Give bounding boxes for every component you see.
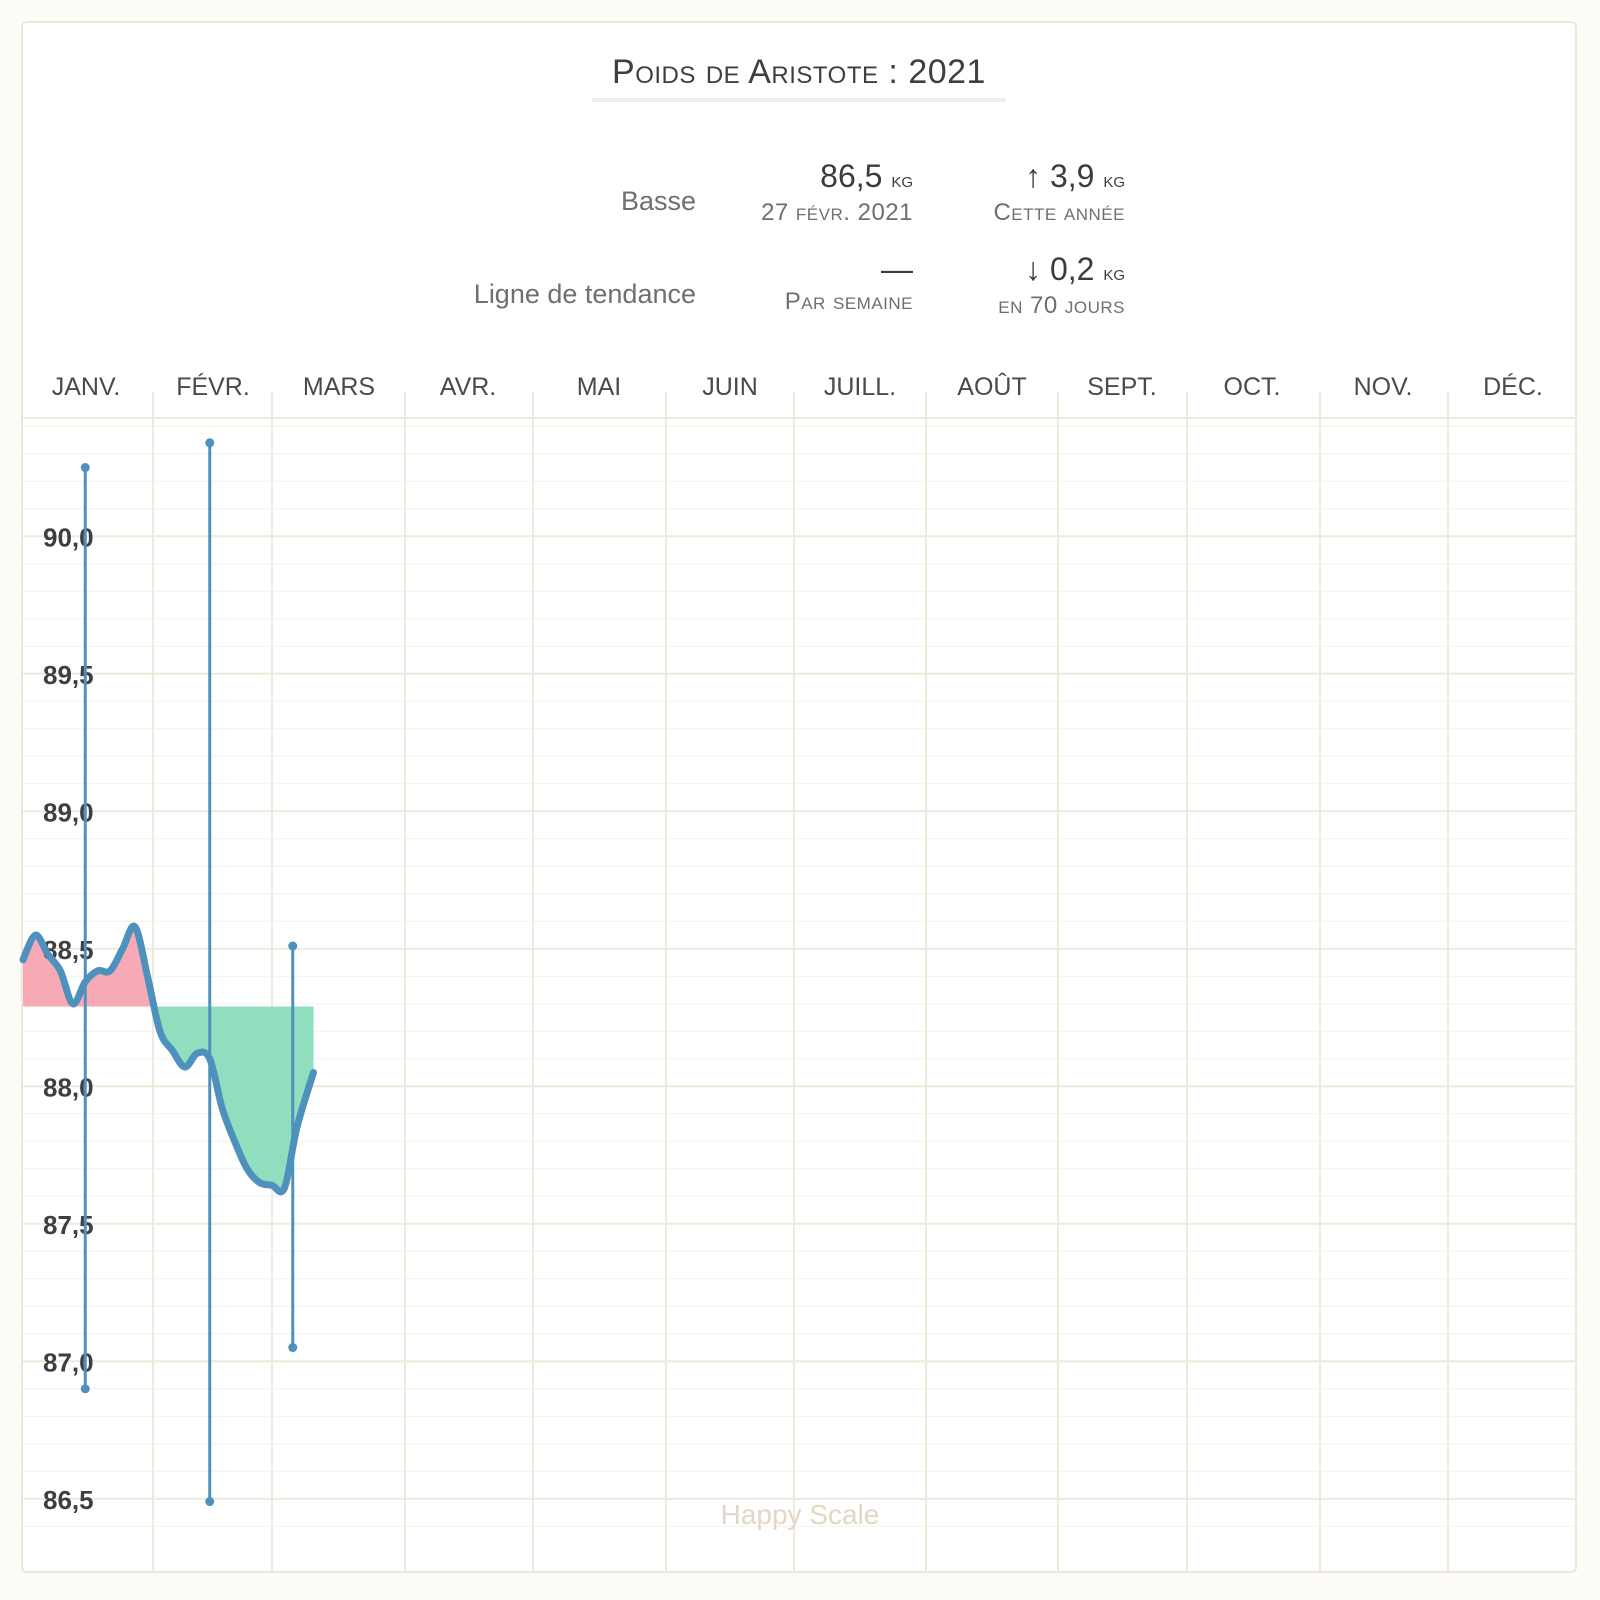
range-bar-min-dot bbox=[205, 1497, 215, 1507]
trend-line bbox=[19, 922, 317, 1196]
stat-row-trend: Ligne de tendance — Par semaine ↓ 0,2 kg… bbox=[23, 251, 1575, 331]
range-bar-max-dot bbox=[288, 941, 298, 951]
x-tick-label: MARS bbox=[303, 373, 375, 401]
range-bar-max-dot bbox=[205, 438, 215, 448]
x-tick-label: DÉC. bbox=[1483, 372, 1543, 401]
stat-low-unit: kg bbox=[891, 167, 913, 192]
stat-low-value: 86,5 bbox=[820, 158, 883, 194]
x-tick-label: FÉVR. bbox=[176, 372, 250, 401]
range-bar-max-dot bbox=[80, 463, 90, 473]
stat-year-change-caption: Cette année bbox=[993, 199, 1125, 226]
stat-year-change-unit: kg bbox=[1103, 167, 1125, 192]
range-bar-min-dot bbox=[80, 1384, 90, 1394]
range-bar-min-dot bbox=[288, 1343, 298, 1353]
stat-label-trend: Ligne de tendance bbox=[473, 279, 696, 309]
stat-row-low: Basse 86,5 kg 27 févr. 2021 ↑ 3,9 kg Cet… bbox=[23, 158, 1575, 238]
stat-weekly-caption: Par semaine bbox=[784, 288, 913, 315]
stat-year-change-value: ↑ 3,9 bbox=[1025, 158, 1095, 194]
x-tick-label: JUIN bbox=[702, 373, 758, 401]
stat-weekly-value: — bbox=[881, 251, 913, 287]
gain-area bbox=[23, 926, 154, 1007]
x-tick-label: NOV. bbox=[1354, 373, 1413, 401]
x-tick-label: JANV. bbox=[52, 373, 121, 401]
chart-title: Poids de Aristote : 2021 bbox=[23, 53, 1575, 102]
y-tick-label: 86,5 bbox=[43, 1485, 94, 1515]
stat-year-change-block: ↑ 3,9 kg Cette année bbox=[993, 158, 1125, 228]
loss-area bbox=[23, 1006, 314, 1192]
watermark: Happy Scale bbox=[721, 1499, 880, 1530]
stat-period-change-caption: en 70 jours bbox=[998, 292, 1125, 319]
x-tick-label: MAI bbox=[577, 373, 621, 401]
stat-period-change-block: ↓ 0,2 kg en 70 jours bbox=[998, 251, 1125, 321]
stat-period-change-value: ↓ 0,2 bbox=[1025, 251, 1095, 287]
chart-card: Poids de Aristote : 2021 Basse 86,5 kg 2… bbox=[21, 21, 1577, 1573]
stat-label-low: Basse bbox=[620, 186, 696, 216]
x-tick-label: JUILL. bbox=[824, 373, 896, 401]
stat-low-date: 27 févr. 2021 bbox=[761, 199, 913, 226]
stat-weekly-block: — Par semaine bbox=[785, 251, 913, 317]
x-tick-label: AOÛT bbox=[957, 372, 1026, 401]
x-tick-label: SEPT. bbox=[1087, 373, 1156, 401]
stat-low-value-block: 86,5 kg 27 févr. 2021 bbox=[761, 158, 913, 228]
stat-period-change-unit: kg bbox=[1103, 260, 1125, 285]
chart-title-text: Poids de Aristote : 2021 bbox=[592, 53, 1006, 102]
x-tick-label: OCT. bbox=[1224, 373, 1281, 401]
x-tick-label: AVR. bbox=[440, 373, 497, 401]
